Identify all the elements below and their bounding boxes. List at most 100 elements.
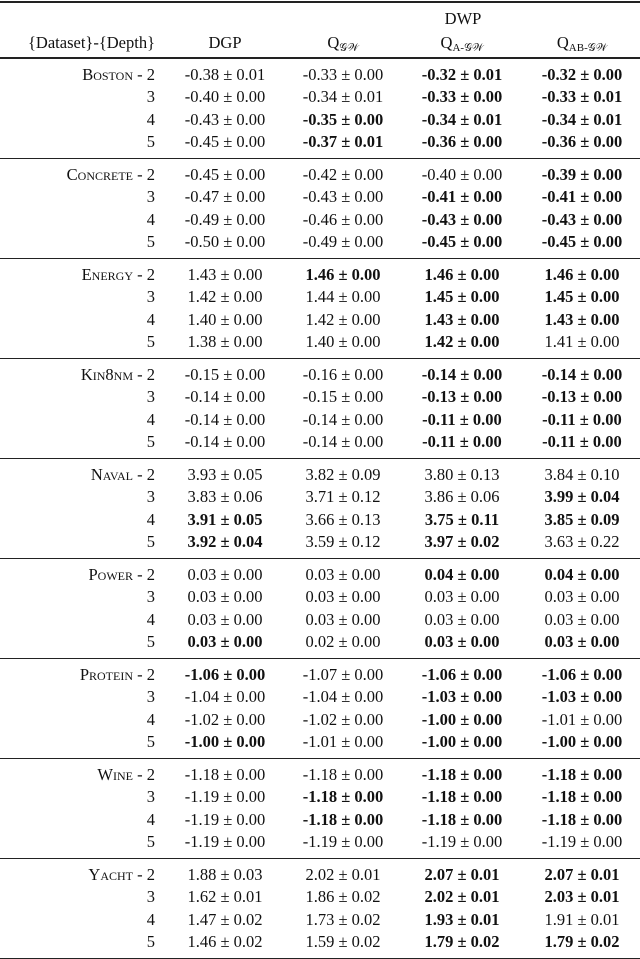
- row-label: Boston - 2: [82, 64, 155, 87]
- q-subscript: 𝒢𝒲: [339, 42, 359, 54]
- cell-q-a-gw: 3.80 ± 0.13: [424, 464, 500, 484]
- cell-q-ab-gw: -0.33 ± 0.01: [541, 87, 623, 106]
- table-row: Concrete - 2 -0.45 ± 0.00 -0.42 ± 0.00 -0.4…: [0, 164, 640, 187]
- depth: 5: [146, 232, 155, 251]
- depth: 4: [146, 109, 155, 129]
- table-row: 5 3.92 ± 0.04 3.59 ± 0.12 3.97 ± 0.02 3.63 ±…: [0, 531, 640, 554]
- dataset-group-concrete: Concrete - 2 -0.45 ± 0.00 -0.42 ± 0.00 -0.4…: [0, 159, 640, 259]
- cell-q-a-gw: -1.18 ± 0.00: [421, 809, 503, 829]
- row-label: 4: [147, 109, 155, 132]
- cell-q-a-gw: -1.00 ± 0.00: [421, 732, 503, 751]
- depth: 5: [146, 732, 155, 751]
- depth: 3: [146, 787, 155, 806]
- dataset-name: Yacht: [88, 864, 133, 884]
- cell-q-ab-gw: -0.36 ± 0.00: [541, 132, 623, 151]
- cell-dgp: -0.43 ± 0.00: [184, 109, 266, 129]
- depth: 2: [146, 164, 155, 184]
- table-row: Energy - 2 1.43 ± 0.00 1.46 ± 0.00 1.46 ± 0…: [0, 264, 640, 287]
- cell-dgp: 1.46 ± 0.02: [187, 932, 263, 951]
- cell-dgp: -1.19 ± 0.00: [184, 832, 266, 851]
- row-label: 3: [147, 286, 155, 309]
- cell-dgp: 3.92 ± 0.04: [187, 532, 263, 551]
- cell-q-gw: -0.42 ± 0.00: [302, 164, 384, 184]
- table-row: 3 -1.19 ± 0.00 -1.18 ± 0.00 -1.18 ± 0.00 -1.…: [0, 786, 640, 809]
- cell-q-a-gw: -1.06 ± 0.00: [421, 664, 503, 684]
- dataset-group-naval: Naval - 2 3.93 ± 0.05 3.82 ± 0.09 3.80 ± 0.…: [0, 459, 640, 559]
- row-label: 5: [147, 631, 155, 654]
- cell-q-a-gw: 1.45 ± 0.00: [424, 287, 500, 306]
- row-label: 5: [147, 731, 155, 754]
- dataset-group-protein: Protein - 2 -1.06 ± 0.00 -1.07 ± 0.00 -1.06…: [0, 659, 640, 759]
- row-label: 5: [147, 931, 155, 954]
- cell-q-gw: 3.66 ± 0.13: [305, 509, 381, 529]
- row-label: 4: [147, 409, 155, 432]
- cell-q-a-gw: 2.07 ± 0.01: [424, 864, 500, 884]
- separator: -: [133, 164, 147, 184]
- cell-q-a-gw: 3.97 ± 0.02: [424, 532, 500, 551]
- cell-q-ab-gw: 0.03 ± 0.00: [544, 587, 620, 606]
- cell-dgp: 1.43 ± 0.00: [187, 264, 263, 284]
- dataset-group-kin8nm: Kin8nm - 2 -0.15 ± 0.00 -0.16 ± 0.00 -0.14 …: [0, 359, 640, 459]
- cell-dgp: -0.14 ± 0.00: [184, 387, 266, 406]
- depth: 5: [146, 332, 155, 351]
- table-row: 4 1.47 ± 0.02 1.73 ± 0.02 1.93 ± 0.01 1.91 ±…: [0, 909, 640, 932]
- row-label: 5: [147, 131, 155, 154]
- separator: -: [133, 864, 147, 884]
- cell-q-a-gw: -1.19 ± 0.00: [421, 832, 503, 851]
- depth: 4: [146, 209, 155, 229]
- cell-q-gw: -1.19 ± 0.00: [302, 832, 384, 851]
- table-row: 5 -1.19 ± 0.00 -1.19 ± 0.00 -1.19 ± 0.00 -1.…: [0, 831, 640, 854]
- cell-q-a-gw: -0.41 ± 0.00: [421, 187, 503, 206]
- row-label: 4: [147, 609, 155, 632]
- separator: -: [133, 464, 147, 484]
- depth: 4: [146, 609, 155, 629]
- cell-q-ab-gw: -1.18 ± 0.00: [541, 809, 623, 829]
- q-subscript: AB-𝒢𝒲: [568, 42, 608, 54]
- cell-q-ab-gw: -1.18 ± 0.00: [541, 787, 623, 806]
- cell-q-gw: 0.03 ± 0.00: [305, 587, 381, 606]
- cell-q-a-gw: 0.03 ± 0.00: [424, 632, 500, 651]
- cell-q-a-gw: -0.14 ± 0.00: [421, 364, 503, 384]
- cell-dgp: 3.93 ± 0.05: [187, 464, 263, 484]
- depth: 3: [146, 887, 155, 906]
- cell-q-gw: -0.33 ± 0.00: [302, 64, 384, 84]
- cell-q-a-gw: 3.75 ± 0.11: [424, 509, 500, 529]
- depth: 4: [146, 909, 155, 929]
- row-label: 3: [147, 886, 155, 909]
- depth: 4: [146, 309, 155, 329]
- cell-q-a-gw: -0.34 ± 0.01: [421, 109, 503, 129]
- cell-q-a-gw: -0.11 ± 0.00: [422, 409, 502, 429]
- col-header-q-ab-gw: QAB-𝒢𝒲: [557, 33, 607, 55]
- cell-dgp: -0.15 ± 0.00: [184, 364, 266, 384]
- row-label: 4: [147, 709, 155, 732]
- cell-q-gw: -0.49 ± 0.00: [302, 232, 384, 251]
- row-label: 3: [147, 686, 155, 709]
- cell-q-ab-gw: -1.03 ± 0.00: [541, 687, 623, 706]
- cell-q-ab-gw: -0.11 ± 0.00: [542, 409, 622, 429]
- cell-dgp: -1.19 ± 0.00: [184, 787, 266, 806]
- cell-q-a-gw: 2.02 ± 0.01: [424, 887, 500, 906]
- cell-q-ab-gw: 1.43 ± 0.00: [544, 309, 620, 329]
- cell-q-ab-gw: -0.13 ± 0.00: [541, 387, 623, 406]
- cell-q-gw: -1.18 ± 0.00: [302, 787, 384, 806]
- depth: 4: [146, 809, 155, 829]
- cell-dgp: 1.38 ± 0.00: [187, 332, 263, 351]
- cell-q-ab-gw: -1.18 ± 0.00: [541, 764, 623, 784]
- cell-q-ab-gw: -1.06 ± 0.00: [541, 664, 623, 684]
- cell-dgp: 1.62 ± 0.01: [187, 887, 263, 906]
- cell-q-gw: 1.42 ± 0.00: [305, 309, 381, 329]
- depth: 3: [146, 87, 155, 106]
- cell-q-gw: 0.03 ± 0.00: [305, 609, 381, 629]
- cell-q-gw: -1.02 ± 0.00: [302, 709, 384, 729]
- separator: -: [133, 64, 147, 84]
- table-row: Boston - 2 -0.38 ± 0.01 -0.33 ± 0.00 -0.32 …: [0, 64, 640, 87]
- table-header: DWP {Dataset}-{Depth} DGP Q𝒢𝒲 QA-𝒢𝒲 QAB-…: [0, 3, 640, 57]
- depth: 5: [146, 832, 155, 851]
- table-body: Boston - 2 -0.38 ± 0.01 -0.33 ± 0.00 -0.32 …: [0, 59, 640, 959]
- row-label: 3: [147, 86, 155, 109]
- dataset-group-energy: Energy - 2 1.43 ± 0.00 1.46 ± 0.00 1.46 ± 0…: [0, 259, 640, 359]
- table-row: Protein - 2 -1.06 ± 0.00 -1.07 ± 0.00 -1.06…: [0, 664, 640, 687]
- cell-dgp: -1.04 ± 0.00: [184, 687, 266, 706]
- cell-q-gw: -0.46 ± 0.00: [302, 209, 384, 229]
